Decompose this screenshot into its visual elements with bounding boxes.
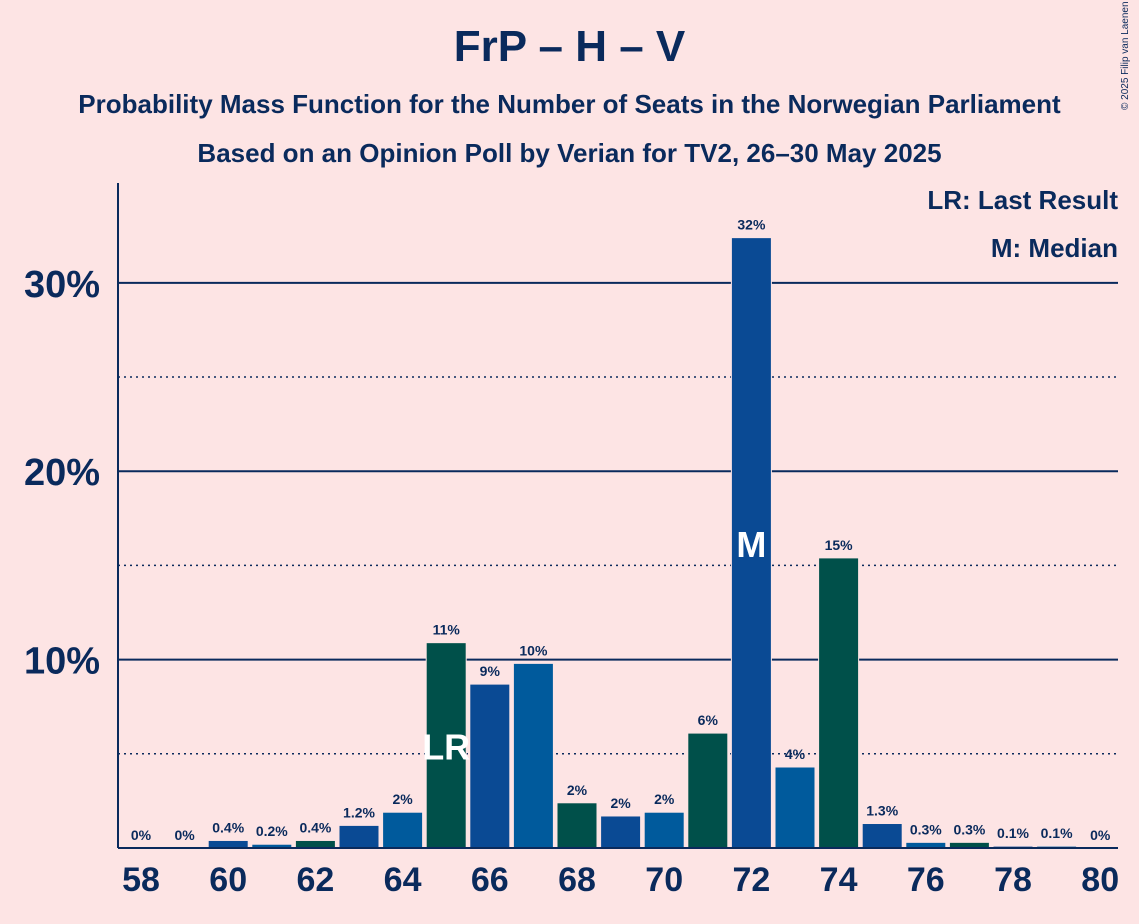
bar-seat-66 xyxy=(469,683,511,849)
y-tick-label: 20% xyxy=(24,452,100,494)
chart-title: FrP – H – V xyxy=(453,22,686,71)
data-label-seat-58: 0% xyxy=(131,827,152,843)
x-tick-label: 80 xyxy=(1081,861,1119,899)
median-marker: M xyxy=(736,524,766,565)
x-tick-label: 78 xyxy=(994,861,1032,899)
x-tick-label: 62 xyxy=(296,861,334,899)
data-label-seat-74: 15% xyxy=(825,537,854,553)
data-labels: 0% 0% 0.4% 0.2% 0.4% 1.2% 2% 11% 9% 10% 2% 2% 2% 6% 32… xyxy=(131,217,1111,843)
axes xyxy=(117,183,1118,849)
data-label-seat-76: 0.3% xyxy=(910,821,942,837)
bar-seat-71 xyxy=(687,732,729,849)
bar-seat-60 xyxy=(207,839,249,849)
bar-seat-75 xyxy=(861,823,903,849)
data-label-seat-59: 0% xyxy=(174,827,195,843)
chart-subtitle-source: Based on an Opinion Poll by Verian for T… xyxy=(197,138,942,168)
x-tick-label: 64 xyxy=(384,861,422,899)
data-label-seat-66: 9% xyxy=(480,663,501,679)
legend-median: M: Median xyxy=(991,233,1118,263)
data-label-seat-73: 4% xyxy=(785,746,806,762)
bar-seat-67 xyxy=(512,662,554,849)
x-tick-label: 66 xyxy=(471,861,509,899)
data-label-seat-77: 0.3% xyxy=(953,821,985,837)
last-result-marker: LR xyxy=(422,726,470,767)
data-label-seat-79: 0.1% xyxy=(1041,825,1073,841)
gridlines xyxy=(118,281,1118,755)
x-tick-label: 70 xyxy=(645,861,683,899)
x-tick-label: 74 xyxy=(820,861,858,899)
data-label-seat-80: 0% xyxy=(1090,827,1111,843)
bar-seat-62 xyxy=(294,839,336,849)
bar-seat-74 xyxy=(818,557,860,849)
y-tick-label: 30% xyxy=(24,264,100,306)
data-label-seat-62: 0.4% xyxy=(299,819,331,835)
x-tick-labels: 58 60 62 64 66 68 70 72 74 76 78 80 xyxy=(122,861,1119,899)
data-label-seat-69: 2% xyxy=(610,795,631,811)
bar-seat-70 xyxy=(643,811,685,849)
data-label-seat-72: 32% xyxy=(737,217,766,233)
data-label-seat-60: 0.4% xyxy=(212,819,244,835)
x-tick-label: 76 xyxy=(907,861,945,899)
bar-seat-63 xyxy=(338,824,380,849)
bar-seat-69 xyxy=(600,815,642,849)
data-label-seat-64: 2% xyxy=(392,791,413,807)
y-tick-label: 10% xyxy=(24,641,100,683)
data-label-seat-70: 2% xyxy=(654,791,675,807)
x-tick-label: 68 xyxy=(558,861,596,899)
bar-seat-64 xyxy=(382,811,424,849)
data-label-seat-78: 0.1% xyxy=(997,825,1029,841)
data-label-seat-63: 1.2% xyxy=(343,804,375,820)
bar-seat-65 xyxy=(425,642,467,849)
y-tick-labels: 10% 20% 30% xyxy=(24,264,100,683)
bar-seat-72 xyxy=(730,237,772,849)
x-tick-label: 60 xyxy=(209,861,247,899)
bar-seat-68 xyxy=(556,802,598,849)
legend-last-result: LR: Last Result xyxy=(927,185,1118,215)
bar-series xyxy=(207,237,1078,849)
data-label-seat-65: 11% xyxy=(433,622,461,638)
data-label-seat-61: 0.2% xyxy=(256,823,288,839)
chart-subtitle: Probability Mass Function for the Number… xyxy=(78,89,1061,119)
bar-seat-73 xyxy=(774,766,816,849)
bar-markers: LR M xyxy=(422,524,766,768)
legend: LR: Last Result M: Median xyxy=(927,185,1118,263)
x-tick-label: 58 xyxy=(122,861,160,899)
data-label-seat-75: 1.3% xyxy=(866,803,898,819)
data-label-seat-71: 6% xyxy=(698,712,719,728)
data-label-seat-67: 10% xyxy=(519,642,548,658)
data-label-seat-68: 2% xyxy=(567,782,588,798)
x-tick-label: 72 xyxy=(732,861,770,899)
